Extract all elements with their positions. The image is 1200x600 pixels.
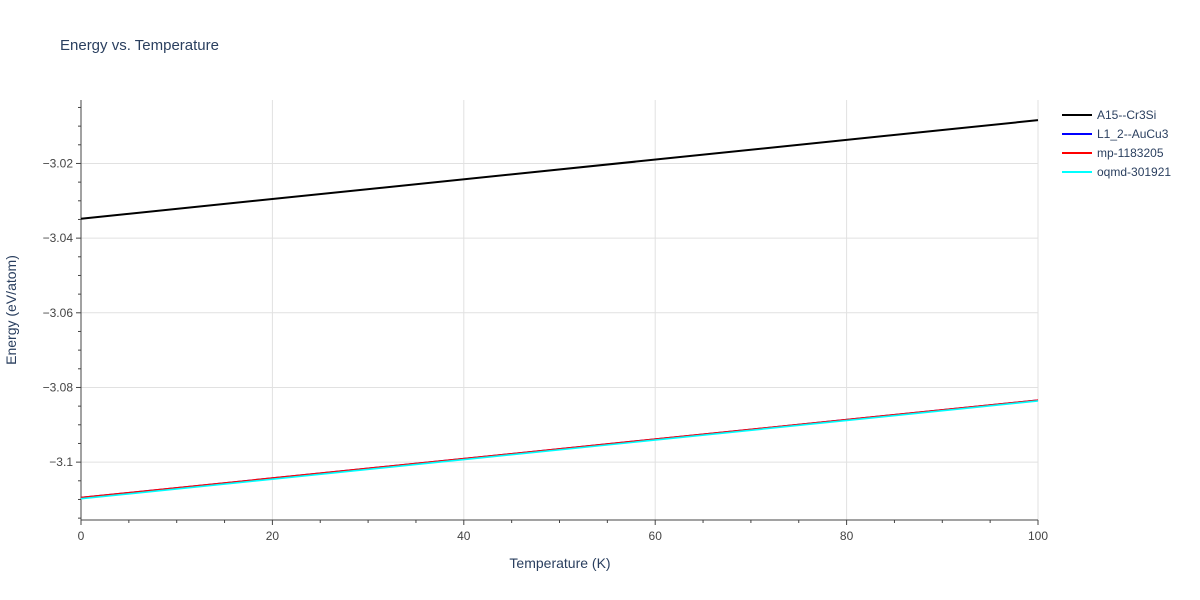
series-layer [80, 119, 1039, 500]
chart-title: Energy vs. Temperature [60, 37, 219, 54]
y-axis-title: Energy (eV/atom) [3, 255, 19, 365]
x-tick-label: 20 [266, 529, 280, 543]
series-line-oqmd-301921 [80, 400, 1039, 500]
y-tick-label: −3.04 [43, 231, 74, 245]
x-tick-label: 80 [840, 529, 854, 543]
y-tick-label: −3.08 [43, 380, 74, 394]
y-tick-label: −3.06 [43, 306, 74, 320]
legend-label: oqmd-301921 [1097, 165, 1171, 179]
x-tick-label: 0 [78, 529, 85, 543]
legend-label: mp-1183205 [1097, 146, 1164, 160]
legend: A15--Cr3Si L1_2--AuCu3 mp-1183205 oqmd-3019… [1062, 108, 1171, 179]
legend-label: L1_2--AuCu3 [1097, 127, 1169, 141]
x-axis-title: Temperature (K) [509, 555, 610, 571]
series-line-A15--Cr3Si [80, 119, 1039, 220]
x-tick-label: 100 [1028, 529, 1048, 543]
y-tick-label: −3.02 [43, 156, 74, 170]
x-tick-label: 60 [649, 529, 663, 543]
series-line-mp-1183205 [80, 399, 1039, 499]
y-tick-label: −3.1 [49, 455, 73, 469]
legend-label: A15--Cr3Si [1097, 108, 1156, 122]
x-tick-label: 40 [457, 529, 471, 543]
grid-layer [81, 100, 1039, 520]
axes-layer: 0 20 40 60 80 100 −3.1 −3.08 −3.06 −3.04 −3.02 [43, 100, 1048, 543]
